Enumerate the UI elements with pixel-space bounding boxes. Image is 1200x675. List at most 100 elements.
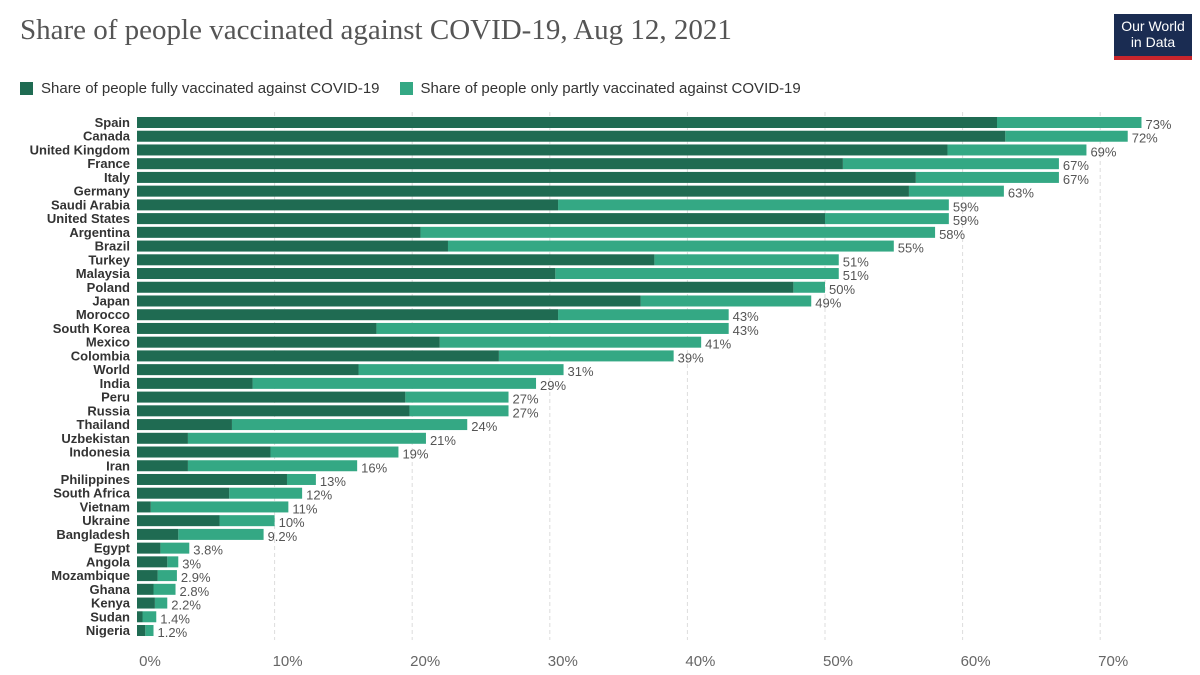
category-label: Poland [87, 280, 130, 295]
bar-partial [409, 405, 509, 417]
bar-full [137, 501, 151, 513]
bar-partial [160, 542, 190, 554]
bar-full [137, 254, 655, 266]
data-label: 16% [361, 460, 387, 475]
bar-partial [558, 309, 729, 321]
bar-partial [187, 432, 426, 444]
bar-partial [908, 185, 1004, 197]
category-label: Brazil [95, 239, 130, 254]
data-label: 24% [471, 419, 497, 434]
x-tick-label: 70% [1098, 653, 1128, 670]
data-label: 10% [279, 515, 305, 530]
data-label: 72% [1132, 131, 1158, 146]
bar-full [137, 158, 843, 170]
bar-partial [145, 625, 154, 637]
data-label: 55% [898, 241, 924, 256]
bar-partial [286, 473, 316, 485]
category-label: South Africa [53, 486, 131, 501]
category-label: Vietnam [80, 499, 130, 514]
bar-full [137, 556, 168, 568]
bar-full [137, 130, 1006, 142]
x-tick-label: 10% [273, 653, 303, 670]
category-label: Mexico [86, 335, 130, 350]
data-label: 59% [953, 199, 979, 214]
bar-partial [376, 322, 729, 334]
category-label: Morocco [76, 307, 130, 322]
x-tick-label: 30% [548, 653, 578, 670]
bar-partial [793, 281, 825, 293]
bar-partial [997, 117, 1142, 128]
bar-full [137, 542, 161, 554]
category-label: France [87, 156, 130, 171]
legend-label-partial: Share of people only partly vaccinated a… [420, 80, 801, 97]
data-label: 31% [568, 364, 594, 379]
bar-full [137, 281, 794, 293]
bar-partial [420, 226, 936, 238]
bar-partial [167, 556, 179, 568]
bar-partial [157, 570, 177, 582]
bar-full [137, 528, 179, 540]
bar-full [137, 446, 271, 458]
x-tick-label: 40% [685, 653, 715, 670]
bar-full [137, 597, 155, 609]
bar-partial [447, 240, 894, 252]
legend-item-full[interactable]: Share of people fully vaccinated against… [20, 80, 380, 97]
logo-line-2: in Data [1130, 34, 1176, 50]
category-label: World [93, 362, 130, 377]
bar-full [137, 570, 158, 582]
bar-partial [405, 391, 509, 403]
bar-partial [150, 501, 289, 513]
category-label: United Kingdom [30, 142, 130, 157]
category-label: Peru [101, 390, 130, 405]
category-label: Colombia [71, 348, 131, 363]
bar-full [137, 391, 406, 403]
data-label: 2.9% [181, 570, 211, 585]
bar-full [137, 171, 916, 183]
category-label: Italy [104, 170, 131, 185]
category-label: Iran [106, 458, 130, 473]
data-label: 11% [292, 501, 317, 516]
data-label: 51% [843, 268, 869, 283]
category-label: Bangladesh [56, 527, 130, 542]
owid-logo[interactable]: Our World in Data [1114, 14, 1192, 60]
bar-full [137, 487, 230, 499]
category-label: Malaysia [76, 266, 131, 281]
bar-full [137, 213, 825, 225]
bar-full [137, 583, 154, 595]
category-label: Saudi Arabia [51, 197, 131, 212]
bar-full [137, 350, 499, 362]
bar-partial [640, 295, 812, 307]
bar-partial [498, 350, 674, 362]
chart-title: Share of people vaccinated against COVID… [20, 14, 732, 46]
category-label: United States [47, 211, 130, 226]
data-label: 43% [733, 309, 759, 324]
data-label: 41% [705, 337, 731, 352]
data-label: 27% [513, 392, 539, 407]
bar-partial [153, 583, 176, 595]
data-label: 50% [829, 282, 855, 297]
data-label: 58% [939, 227, 965, 242]
bar-partial [1005, 130, 1128, 142]
bar-full [137, 322, 377, 334]
category-label: Uzbekistan [61, 431, 130, 446]
bar-full [137, 405, 410, 417]
data-label: 1.4% [160, 611, 190, 626]
legend-swatch-full [20, 82, 33, 95]
bar-full [137, 625, 146, 637]
data-label: 2.8% [180, 584, 210, 599]
bar-partial [947, 144, 1087, 156]
legend-item-partial[interactable]: Share of people only partly vaccinated a… [399, 80, 801, 97]
bar-partial [358, 364, 564, 376]
bar-partial [142, 611, 157, 623]
data-label: 49% [815, 295, 841, 310]
bar-partial [842, 158, 1059, 170]
bar-partial [187, 460, 358, 472]
category-label: Sudan [90, 609, 130, 624]
category-label: Canada [83, 129, 131, 144]
bar-full [137, 309, 559, 321]
data-label: 59% [953, 213, 979, 228]
bar-partial [825, 213, 949, 225]
bar-partial [654, 254, 839, 266]
data-label: 67% [1063, 172, 1089, 187]
